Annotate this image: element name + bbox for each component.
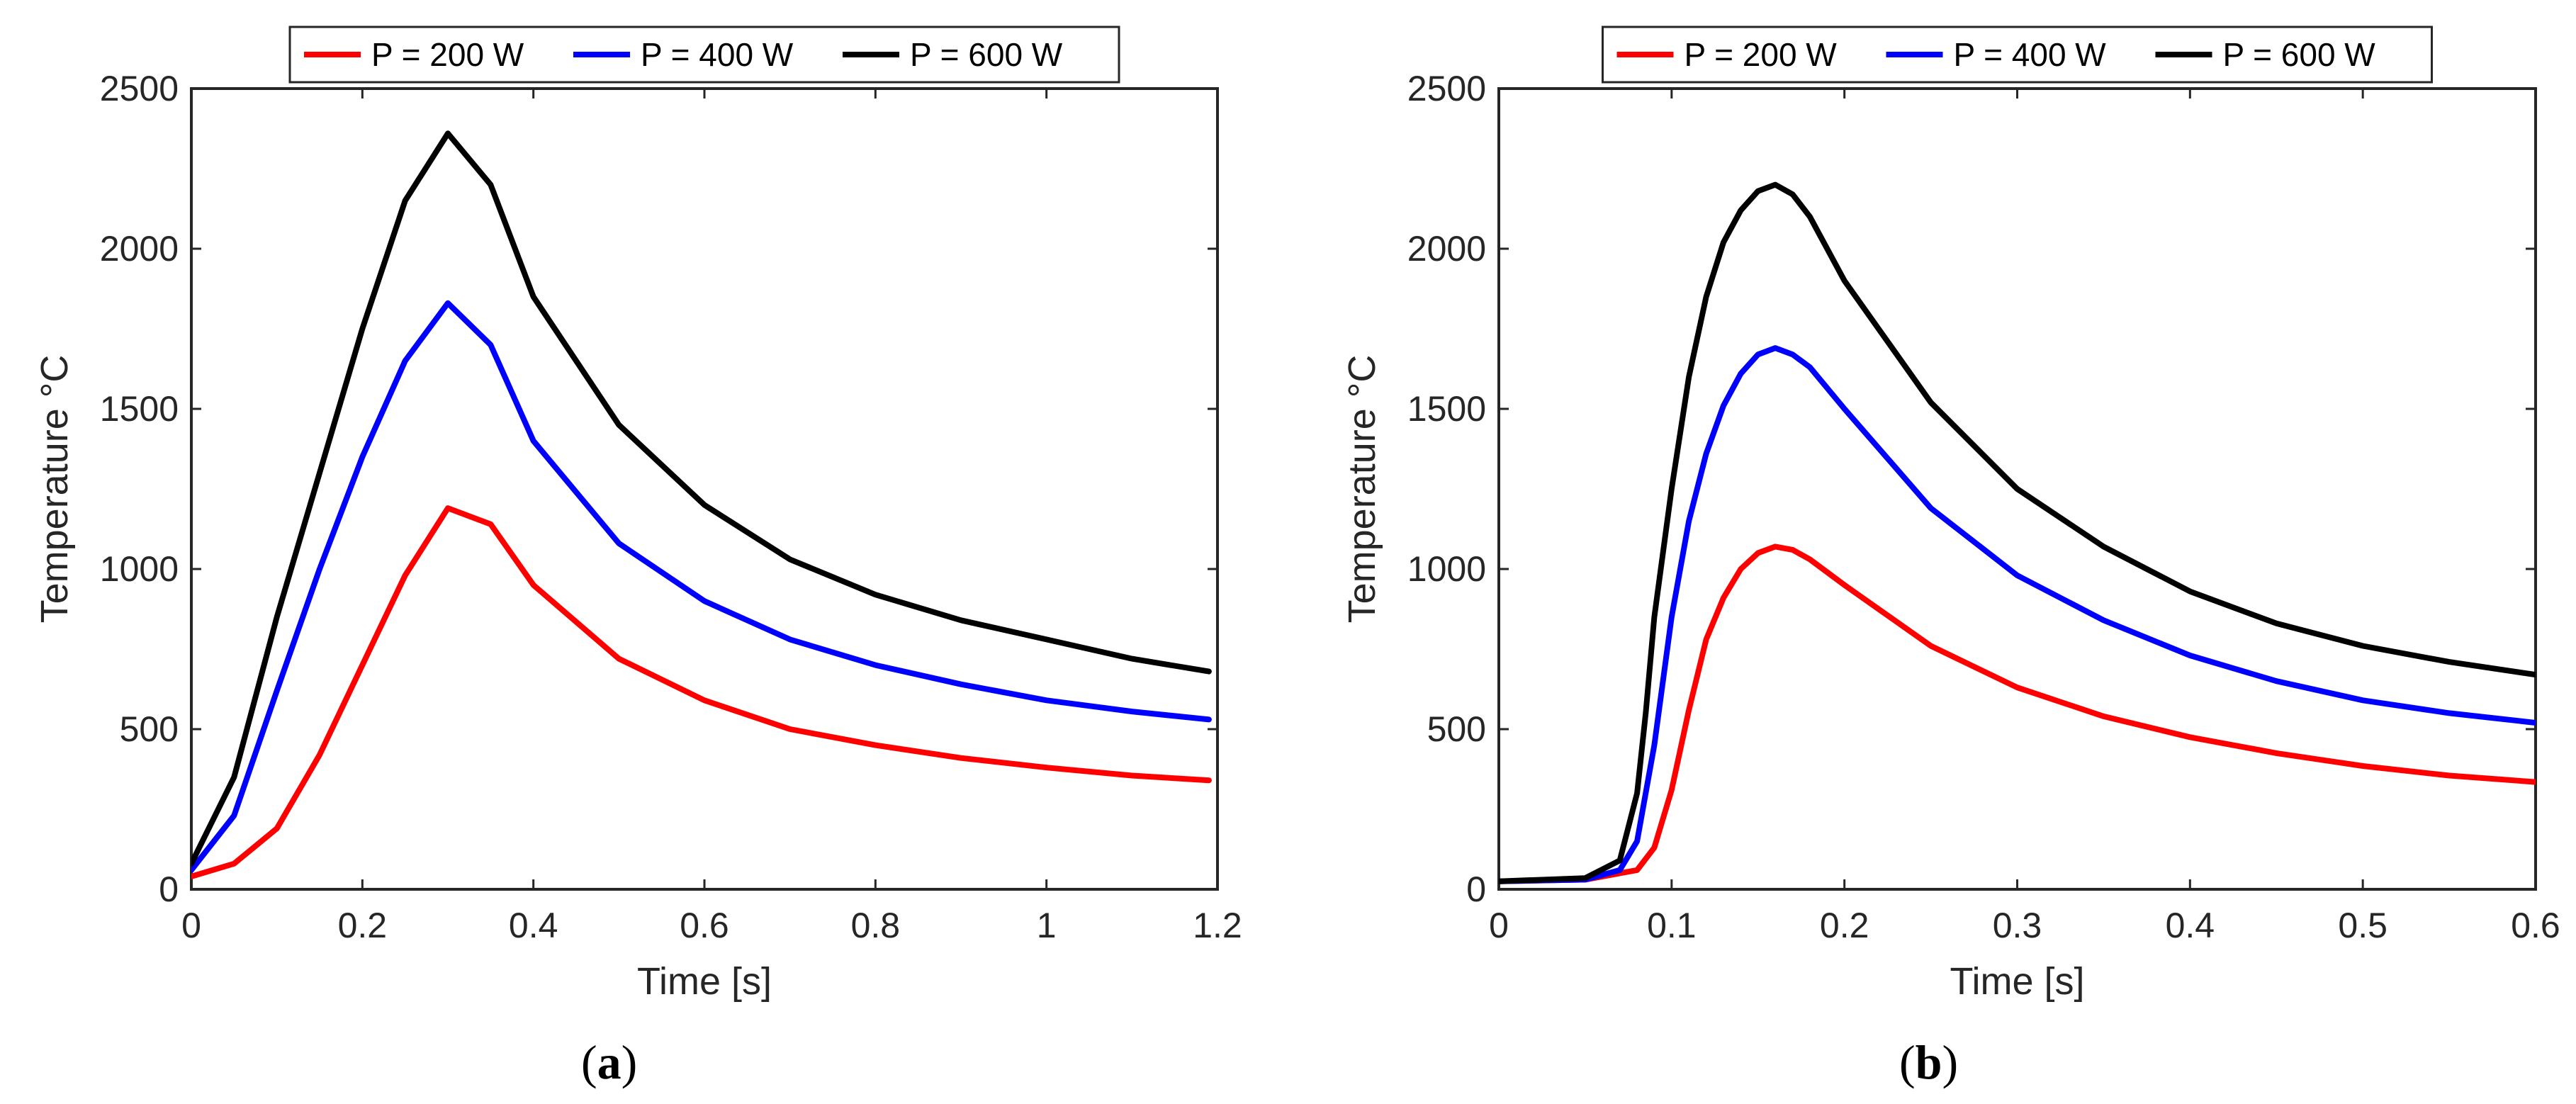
legend: P = 200 W P = 400 W P = 600 W bbox=[288, 26, 1120, 84]
x-tick-label: 1.2 bbox=[1193, 906, 1242, 945]
x-tick-label: 0.3 bbox=[1993, 906, 2042, 945]
x-tick-label: 0.4 bbox=[2166, 906, 2215, 945]
legend-label-3: P = 600 W bbox=[2223, 36, 2376, 73]
panel-label-b: (b) bbox=[1899, 1035, 1959, 1089]
series-group bbox=[1499, 181, 2536, 884]
series-group bbox=[191, 130, 1212, 879]
series-line-1 bbox=[1499, 543, 2536, 884]
y-tick-label: 1500 bbox=[1407, 389, 1486, 429]
x-tick-label: 0 bbox=[1489, 906, 1509, 945]
x-tick-label: 0.1 bbox=[1647, 906, 1697, 945]
y-tick-label: 1000 bbox=[1407, 549, 1486, 589]
legend-label-1: P = 200 W bbox=[1684, 36, 1838, 73]
x-axis-title: Time [s] bbox=[1950, 960, 2084, 1003]
x-tick-label: 0.8 bbox=[851, 906, 901, 945]
y-tick-label: 0 bbox=[159, 869, 179, 909]
y-tick-label: 2500 bbox=[100, 69, 179, 108]
y-axis-title: Temperature °C bbox=[33, 355, 76, 624]
legend-label-1: P = 200 W bbox=[371, 36, 524, 73]
y-tick-label: 2000 bbox=[100, 229, 179, 269]
y-axis-title-unit: °C bbox=[33, 355, 76, 398]
chart-panel-a: 0 0.2 0.4 0.6 0.8 1 1.2 0 500 1000 1500 2000 2500 Tim… bbox=[33, 26, 1242, 1003]
x-tick-label: 0.6 bbox=[680, 906, 729, 945]
y-tick-label: 2000 bbox=[1407, 229, 1486, 269]
y-axis-title-text: Temperature bbox=[1341, 398, 1383, 623]
y-axis-title-text: Temperature bbox=[33, 398, 76, 623]
series-line-1 bbox=[191, 505, 1212, 879]
legend-label-3: P = 600 W bbox=[910, 36, 1063, 73]
legend-box bbox=[1602, 26, 2433, 84]
legend-label-2: P = 400 W bbox=[641, 36, 794, 73]
series-line-3 bbox=[1499, 181, 2536, 884]
legend-box bbox=[288, 26, 1120, 84]
legend: P = 200 W P = 400 W P = 600 W bbox=[1602, 26, 2433, 84]
x-tick-label: 1 bbox=[1037, 906, 1057, 945]
plot-area bbox=[190, 87, 1219, 891]
x-tick-label: 0 bbox=[181, 906, 201, 945]
series-line-3 bbox=[191, 130, 1212, 867]
x-tick-label: 0.2 bbox=[1820, 906, 1869, 945]
x-tick-label: 0.4 bbox=[509, 906, 558, 945]
y-tick-label: 1500 bbox=[100, 389, 179, 429]
series-line-2 bbox=[1499, 345, 2536, 884]
y-tick-label: 500 bbox=[120, 709, 179, 749]
x-tick-label: 0.6 bbox=[2511, 906, 2560, 945]
y-tick-label: 1000 bbox=[100, 549, 179, 589]
x-tick-label: 0.2 bbox=[338, 906, 388, 945]
x-axis-title: Time [s] bbox=[637, 960, 772, 1003]
y-tick-label: 500 bbox=[1427, 709, 1486, 749]
series-line-2 bbox=[191, 300, 1212, 873]
legend-label-2: P = 400 W bbox=[1954, 36, 2107, 73]
chart-panel-b: 0 0.1 0.2 0.3 0.4 0.5 0.6 0 500 1000 1500 2000 2500 T… bbox=[1341, 26, 2560, 1003]
x-tick-label: 0.5 bbox=[2338, 906, 2387, 945]
y-tick-label: 2500 bbox=[1407, 69, 1486, 108]
y-tick-label: 0 bbox=[1466, 869, 1486, 909]
y-axis-title: Temperature °C bbox=[1341, 355, 1383, 624]
y-axis-title-unit: °C bbox=[1341, 355, 1383, 398]
panel-label-a: (a) bbox=[581, 1035, 638, 1089]
